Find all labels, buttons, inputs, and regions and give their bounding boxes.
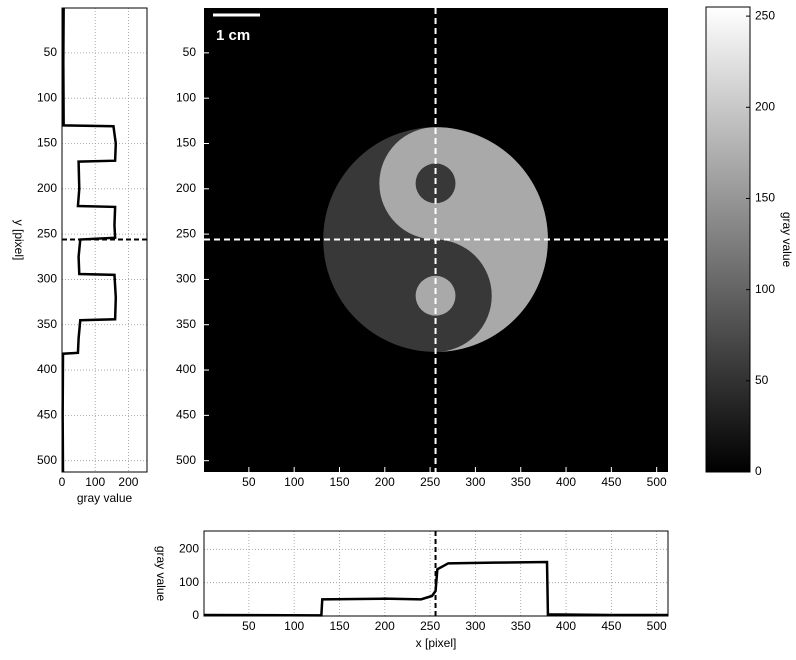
x-tick-label: 300 bbox=[465, 475, 485, 489]
y-tick-label: 50 bbox=[183, 45, 197, 59]
y-tick-label: 400 bbox=[37, 362, 57, 376]
y-tick-label: 300 bbox=[37, 272, 57, 286]
x-tick-label: 450 bbox=[601, 619, 621, 633]
colorbar-label: gray value bbox=[780, 212, 794, 268]
y-tick-label: 400 bbox=[176, 362, 196, 376]
x-tick-label: 450 bbox=[601, 475, 621, 489]
x-tick-label: 150 bbox=[329, 475, 349, 489]
colorbar bbox=[706, 7, 750, 472]
x-tick-label: 50 bbox=[242, 475, 256, 489]
y-tick-label: 250 bbox=[37, 226, 57, 240]
x-tick-label: 250 bbox=[420, 619, 440, 633]
y-tick-label: 0 bbox=[192, 608, 199, 622]
y-tick-label: 150 bbox=[176, 136, 196, 150]
y-tick-label: 200 bbox=[37, 181, 57, 195]
x-tick-label: 500 bbox=[647, 619, 667, 633]
y-tick-label: 100 bbox=[179, 575, 199, 589]
y-tick-label: 450 bbox=[37, 408, 57, 422]
x-tick-label: 350 bbox=[511, 619, 531, 633]
y-tick-label: 150 bbox=[755, 191, 775, 205]
x-tick-label: 350 bbox=[511, 475, 531, 489]
x-tick-label: 400 bbox=[556, 619, 576, 633]
y-axis-label: y [pixel] bbox=[12, 220, 26, 261]
x-tick-label: 250 bbox=[420, 475, 440, 489]
x-tick-label: 200 bbox=[375, 475, 395, 489]
x-tick-label: 500 bbox=[647, 475, 667, 489]
y-tick-label: 100 bbox=[755, 282, 775, 296]
y-tick-label: 350 bbox=[176, 317, 196, 331]
y-tick-label: 50 bbox=[44, 45, 58, 59]
x-tick-label: 50 bbox=[242, 619, 256, 633]
x-tick-label: 200 bbox=[375, 619, 395, 633]
y-tick-label: 300 bbox=[176, 272, 196, 286]
y-tick-label: 500 bbox=[37, 453, 57, 467]
y-tick-label: 500 bbox=[176, 453, 196, 467]
y-tick-label: 0 bbox=[755, 464, 762, 478]
scale-bar-label: 1 cm bbox=[216, 27, 250, 44]
x-tick-label: 100 bbox=[284, 619, 304, 633]
y-tick-label: 50 bbox=[755, 373, 769, 387]
y-tick-label: 450 bbox=[176, 408, 196, 422]
x-tick-label: 200 bbox=[118, 475, 138, 489]
x-tick-label: 100 bbox=[284, 475, 304, 489]
y-axis-label: gray value bbox=[154, 546, 168, 602]
y-tick-label: 350 bbox=[37, 317, 57, 331]
y-tick-label: 100 bbox=[176, 90, 196, 104]
x-tick-label: 0 bbox=[59, 475, 66, 489]
x-tick-label: 150 bbox=[329, 619, 349, 633]
y-tick-label: 250 bbox=[755, 8, 775, 22]
y-tick-label: 100 bbox=[37, 90, 57, 104]
x-tick-label: 400 bbox=[556, 475, 576, 489]
y-tick-label: 200 bbox=[176, 181, 196, 195]
x-tick-label: 100 bbox=[85, 475, 105, 489]
x-axis-label: gray value bbox=[77, 491, 133, 505]
figure: 1 cm 50100150200250300350400450500501001… bbox=[0, 0, 796, 660]
x-tick-label: 300 bbox=[465, 619, 485, 633]
y-tick-label: 200 bbox=[179, 542, 199, 556]
y-tick-label: 150 bbox=[37, 136, 57, 150]
x-axis-label: x [pixel] bbox=[416, 636, 457, 650]
y-tick-label: 200 bbox=[755, 99, 775, 113]
y-tick-label: 250 bbox=[176, 226, 196, 240]
